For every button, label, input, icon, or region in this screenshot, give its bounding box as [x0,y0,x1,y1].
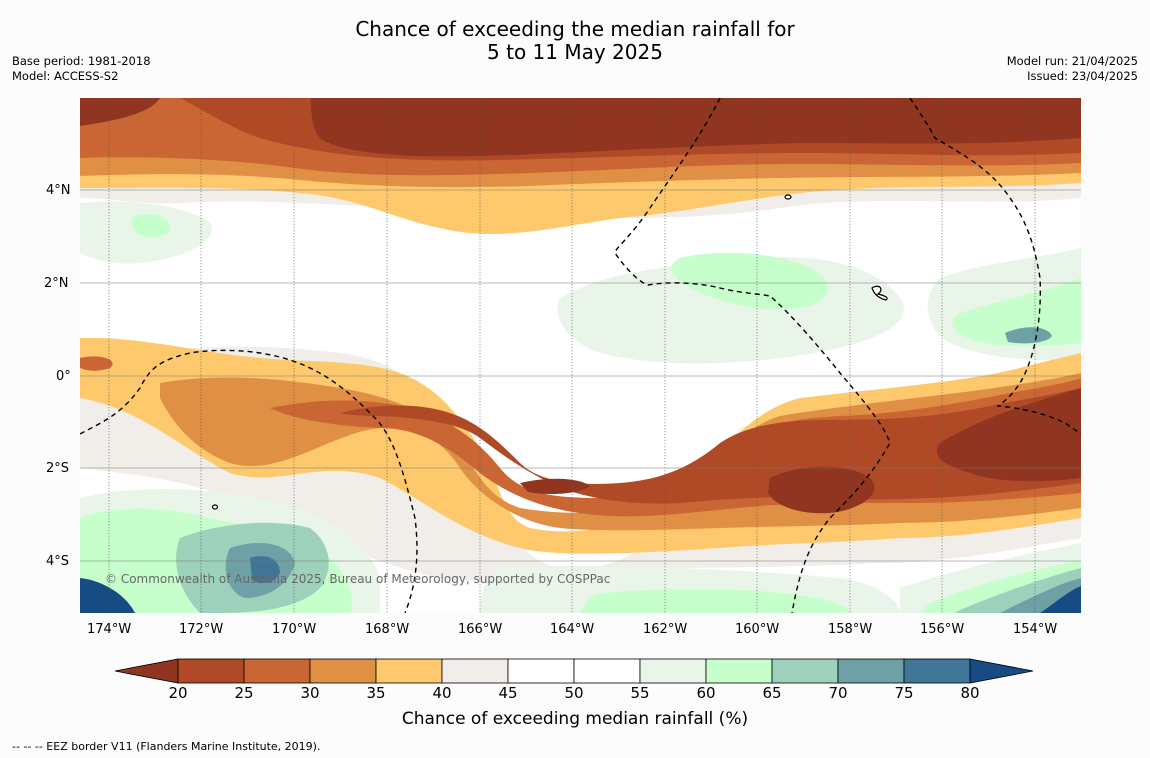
colorbar-swatch-25-30 [243,658,311,684]
green-bottom-west-80 [250,556,280,584]
blue-corner-sw [80,578,135,613]
islands [211,194,888,510]
band-top-left-core [80,98,160,126]
colorbar-swatch-70-75 [837,658,905,684]
colorbar-tick-20: 20 [168,684,188,702]
colorbar-swatch-30-35 [309,658,377,684]
colorbar-tick-55: 55 [630,684,650,702]
colorbar-swatch-75-80 [903,658,971,684]
lon-label-166w: 166°W [458,622,503,637]
colorbar-tick-25: 25 [234,684,254,702]
lon-label-174w: 174°W [87,622,132,637]
latitude-lines [80,189,1081,562]
band-low-20 [340,388,1081,504]
lon-label-164w: 164°W [550,622,595,637]
model-run: Model run: 21/04/2025 [1006,54,1138,68]
colorbar-swatch-40-45 [441,658,509,684]
lon-label-162w: 162°W [643,622,688,637]
colorbar-tick-45: 45 [498,684,518,702]
lon-label-168w: 168°W [365,622,410,637]
lon-label-156w: 156°W [920,622,965,637]
colorbar-tick-60: 60 [696,684,716,702]
colorbar-tick-80: 80 [960,684,980,702]
colorbar-tick-70: 70 [828,684,848,702]
lat-label-4n: 4°N [46,183,71,198]
title-line-2: 5 to 11 May 2025 [487,40,663,64]
lat-label-2n: 2°N [44,276,69,291]
colorbar-title: Chance of exceeding median rainfall (%) [401,709,749,729]
colorbar-swatch-55-60 [639,658,707,684]
model-name: Model: ACCESS-S2 [12,69,119,83]
band-top-core [310,98,1081,157]
colorbar-swatch-50-55 [573,658,641,684]
colorbar [114,658,1034,684]
lon-label-172w: 172°W [179,622,224,637]
base-period: Base period: 1981-2018 [12,54,151,68]
colorbar-tick-30: 30 [300,684,320,702]
colorbar-tick-50: 50 [564,684,584,702]
lat-label-4s: 4°S [46,554,70,569]
lon-label-170w: 170°W [272,622,317,637]
green-bottom-center-65 [580,588,850,613]
lon-label-154w: 154°W [1013,622,1058,637]
rainfall-map [80,98,1081,613]
lat-label-0: 0° [56,369,71,384]
blue-corner-se [1040,586,1081,613]
core-south-central [520,478,590,494]
core-east-edge [936,388,1081,482]
colorbar-tick-40: 40 [432,684,452,702]
green-patch-central-core [671,252,829,310]
issued-date: Issued: 23/04/2025 [1027,69,1138,83]
colorbar-tick-35: 35 [366,684,386,702]
colorbar-swatch-60-65 [705,658,773,684]
colorbar-tick-75: 75 [894,684,914,702]
lon-label-158w: 158°W [828,622,873,637]
colorbar-swatch-65-70 [771,658,839,684]
map-copyright: © Commonwealth of Australia 2025, Bureau… [105,572,611,586]
colorbar-swatch-35-40 [375,658,443,684]
graticule [108,98,1036,613]
meta-left: Base period: 1981-2018 Model: ACCESS-S2 [12,54,151,84]
green-patch-north-1 [131,213,171,238]
colorbar-extend-low [114,658,179,684]
green-patch-east-core [952,278,1081,347]
map-title: Chance of exceeding the median rainfall … [0,18,1150,64]
colorbar-extend-high [969,658,1034,684]
core-south-east [768,466,875,514]
teal-patch-east [1005,327,1052,344]
lon-label-160w: 160°W [735,622,780,637]
eez-borders [80,98,1081,613]
map-svg [80,98,1081,613]
title-line-1: Chance of exceeding the median rainfall … [355,17,795,41]
colorbar-swatch-20-25 [177,658,245,684]
colorbar-swatch-45-50 [507,658,575,684]
colorbar-tick-65: 65 [762,684,782,702]
eez-footnote: -- -- -- EEZ border V11 (Flanders Marine… [12,740,321,753]
band-low-west-25 [80,356,113,371]
lat-label-2s: 2°S [46,461,70,476]
meta-right: Model run: 21/04/2025 Issued: 23/04/2025 [1007,54,1138,84]
